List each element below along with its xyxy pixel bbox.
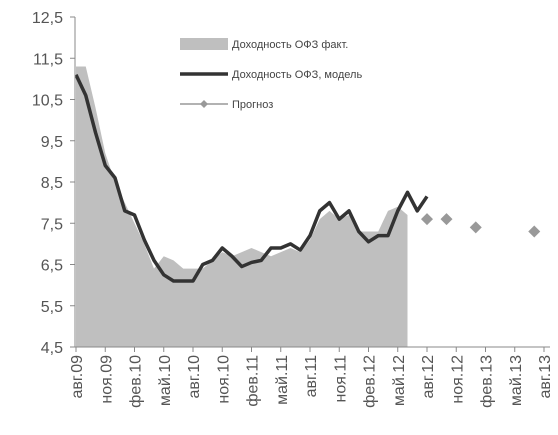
- marker: [469, 221, 482, 234]
- y-tick-label: 12,5: [32, 10, 63, 27]
- x-tick-label: фев.10: [128, 355, 145, 408]
- x-tick-label: май.10: [157, 355, 174, 406]
- legend-label: Доходность ОФЗ, модель: [232, 69, 362, 81]
- y-tick-label: 5,5: [41, 299, 63, 316]
- y-tick-label: 7,5: [41, 216, 63, 233]
- x-tick-label: фев.12: [362, 355, 379, 408]
- x-tick-label: фев.11: [245, 355, 262, 407]
- x-tick-label: май.12: [391, 355, 408, 406]
- y-tick-label: 8,5: [41, 175, 63, 192]
- y-tick-label: 10,5: [32, 93, 63, 110]
- x-tick-label: авг.12: [420, 355, 437, 399]
- x-tick-label: авг.10: [186, 355, 203, 399]
- y-tick-label: 4,5: [41, 340, 63, 357]
- x-tick-label: ноя.10: [215, 355, 232, 404]
- legend-swatch: [180, 38, 228, 50]
- x-tick-label: авг.11: [303, 355, 320, 397]
- x-tick-label: фев.13: [479, 355, 496, 408]
- line: [74, 74, 429, 283]
- legend-label: Доходность ОФЗ факт.: [232, 39, 348, 51]
- x-tick-label: май.13: [508, 355, 525, 406]
- legend-marker: [200, 100, 208, 108]
- y-tick-label: 11,5: [33, 51, 63, 68]
- legend-label: Прогноз: [232, 99, 273, 111]
- x-tick-label: авг.13: [537, 355, 554, 399]
- marker: [421, 213, 433, 226]
- x-tick-label: май.11: [274, 355, 291, 405]
- marker: [528, 225, 541, 238]
- x-tick-label: авг.09: [69, 355, 86, 399]
- x-tick-label: ноя.11: [332, 355, 349, 403]
- x-tick-label: ноя.12: [449, 355, 466, 404]
- y-tick-label: 6,5: [41, 258, 63, 275]
- y-tick-label: 9,5: [41, 134, 63, 151]
- x-tick-label: ноя.09: [98, 355, 115, 404]
- area: [76, 66, 408, 347]
- marker: [440, 213, 453, 226]
